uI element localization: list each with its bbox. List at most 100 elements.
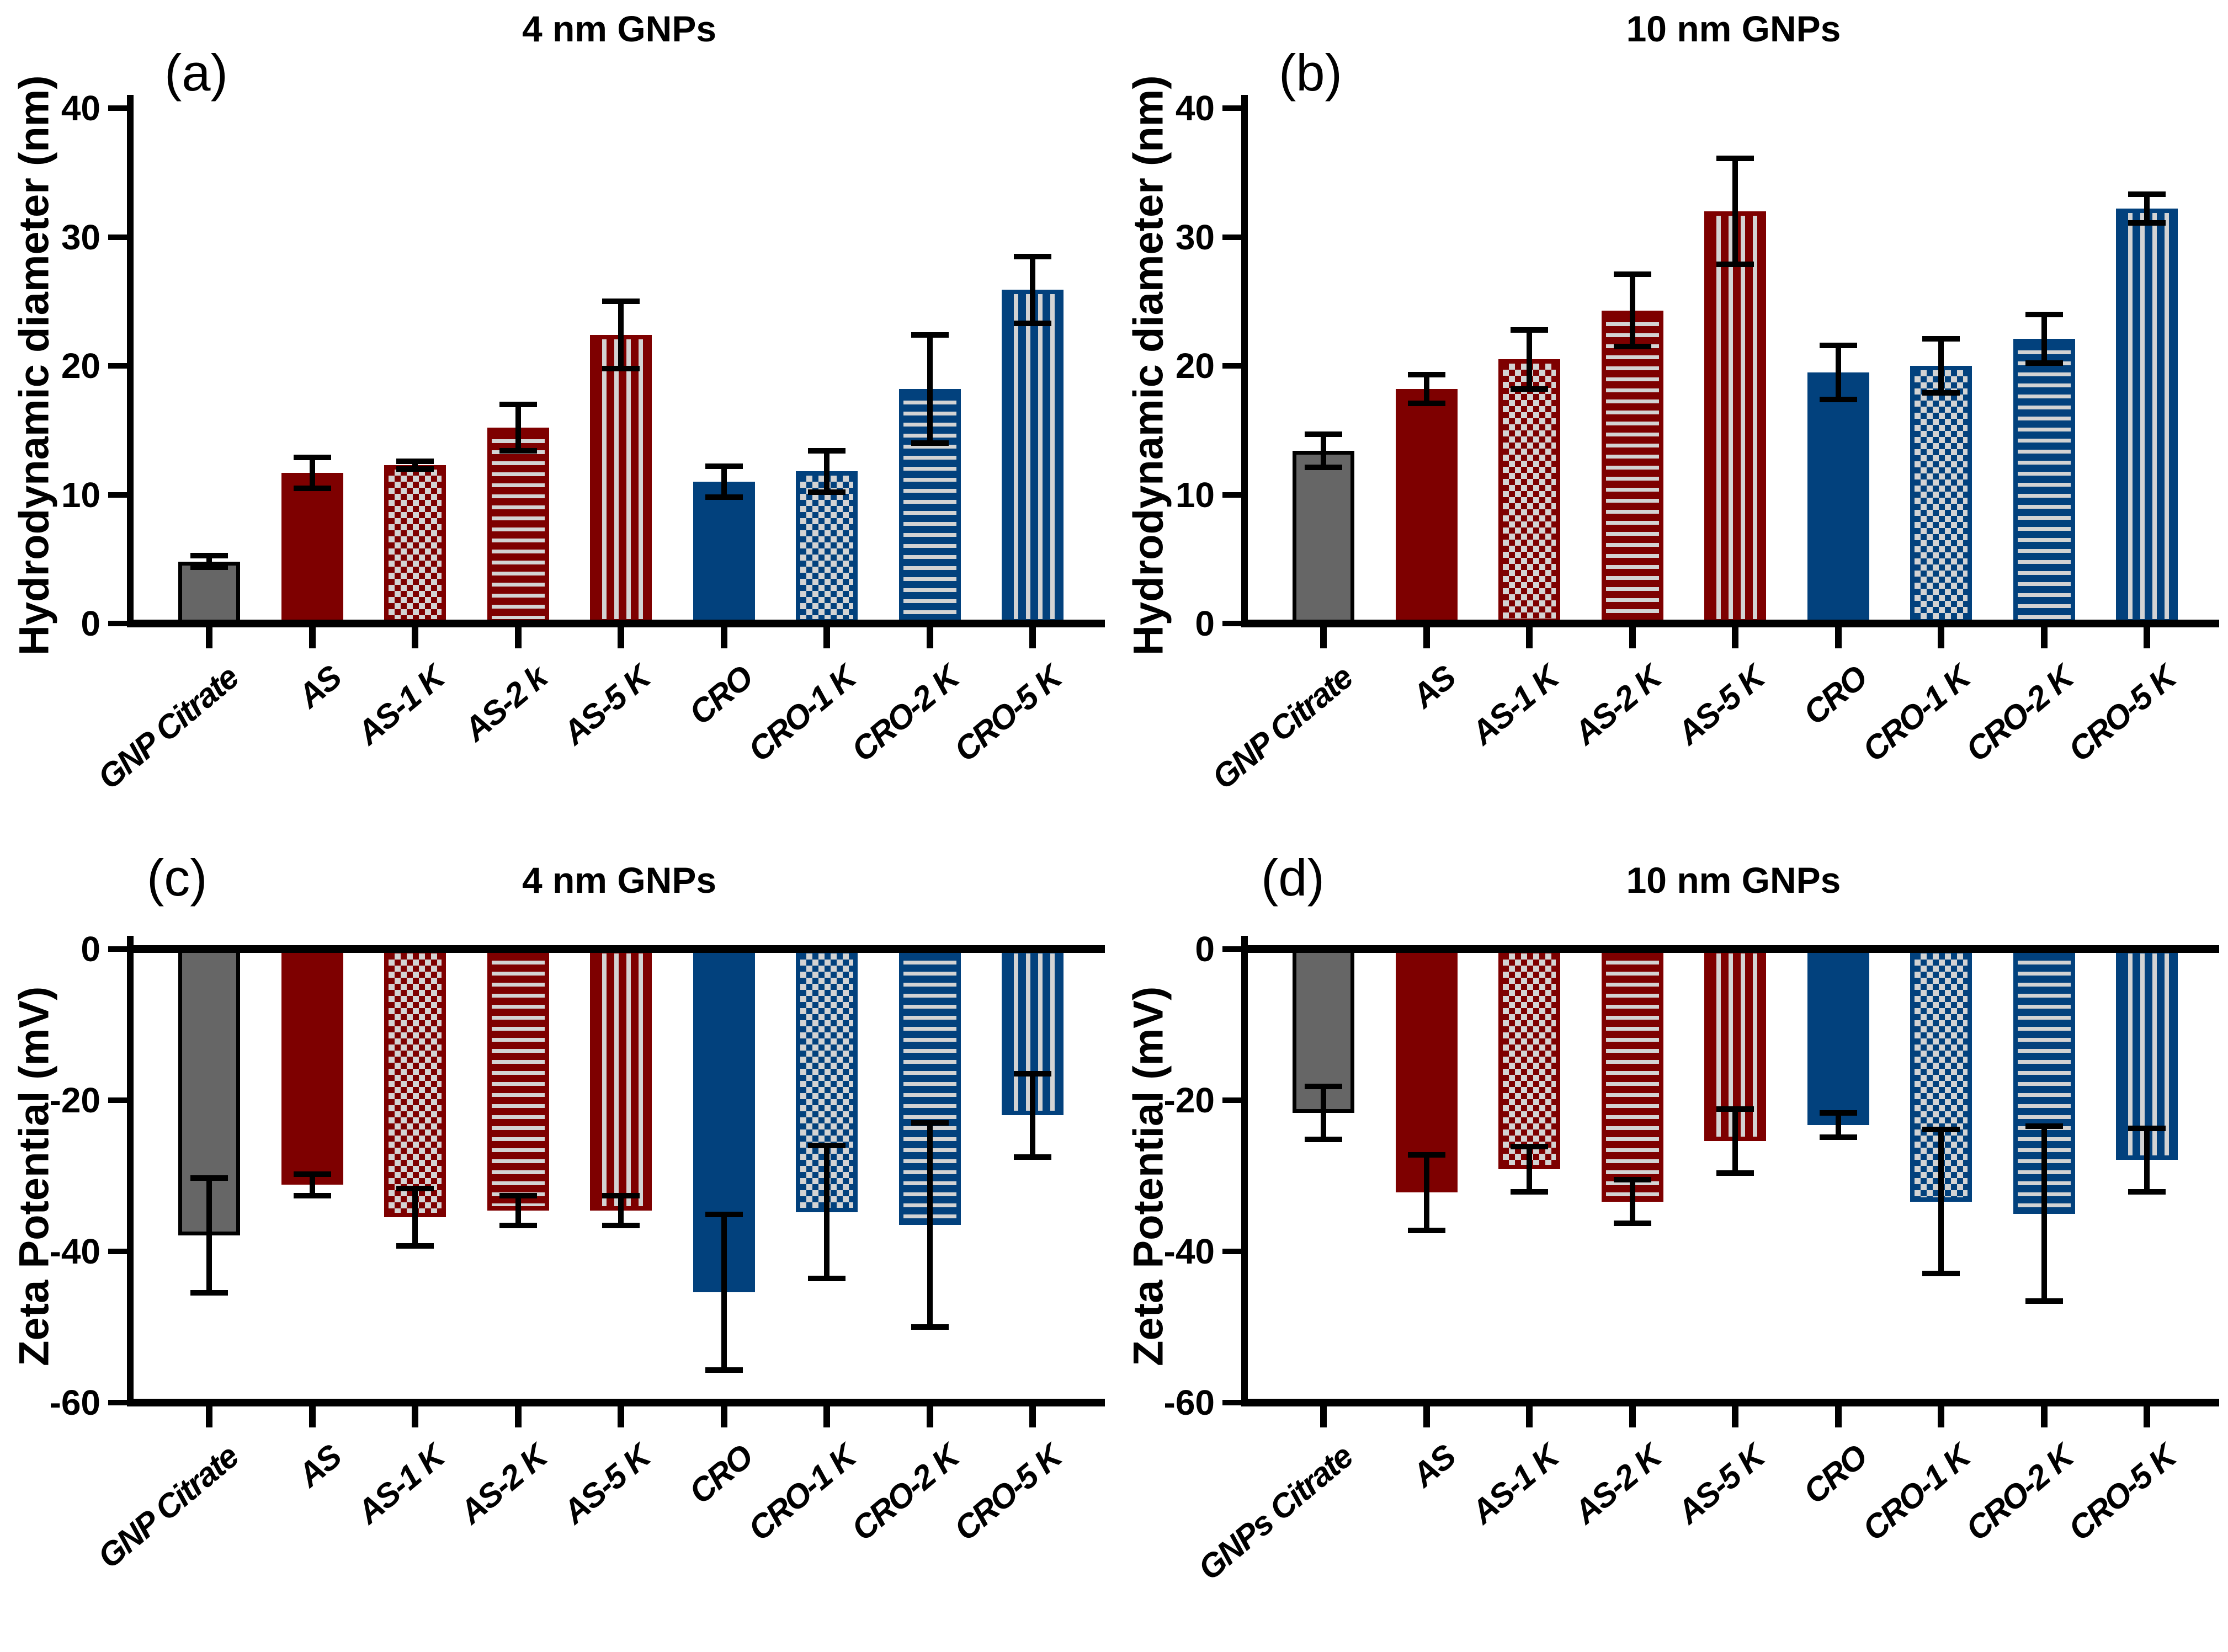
error-bar-cap-upper (1613, 271, 1651, 278)
error-bar-cap-lower (1407, 1227, 1445, 1233)
x-tick (1834, 1406, 1842, 1427)
panel-title: 10 nm GNPs (1626, 8, 1841, 49)
x-category-label: CRO-5 K (2061, 658, 2183, 769)
error-bar-line (1629, 1179, 1635, 1224)
error-bar-line (1527, 329, 1532, 390)
x-tick (1732, 1406, 1738, 1427)
x-tick (1834, 627, 1842, 648)
panel-letter: (d) (1261, 849, 1325, 907)
x-tick (823, 1406, 830, 1427)
y-axis-line (127, 95, 134, 627)
y-tick-label: -40 (49, 1232, 101, 1271)
error-bar-line (1938, 1129, 1944, 1273)
y-tick (108, 621, 127, 626)
x-category-label: AS-2 k (456, 658, 554, 749)
panel-letter: (a) (164, 44, 228, 102)
bar-AS-2 K (487, 949, 549, 1211)
x-category-label: CRO-2 K (844, 1437, 965, 1548)
x-tick (1732, 627, 1738, 648)
panel-letter: (b) (1279, 44, 1342, 102)
bottom-axis-line (127, 1399, 1105, 1406)
y-tick (1222, 621, 1241, 626)
x-tick (309, 1406, 316, 1427)
error-bar-cap-lower (602, 365, 640, 371)
error-bar-cap-upper (190, 553, 228, 559)
x-tick (823, 627, 830, 648)
x-category-label: GNP Citrate (1205, 658, 1359, 797)
x-category-label: CRO (682, 658, 759, 732)
y-tick (1222, 1097, 1241, 1103)
error-bar-cap-upper (190, 1175, 228, 1181)
error-bar-line (1835, 1113, 1841, 1138)
error-bar-cap-upper (1716, 156, 1754, 162)
error-bar-cap-lower (396, 1243, 434, 1249)
error-bar-cap-upper (1511, 327, 1548, 333)
y-tick (108, 1400, 127, 1405)
x-tick (1629, 1406, 1636, 1427)
y-tick (1222, 363, 1241, 369)
error-bar-line (1030, 256, 1035, 323)
bar-GNP Citrate (178, 561, 240, 624)
bar-CRO-2 K (2013, 338, 2075, 624)
error-bar-line (309, 457, 315, 488)
bar-AS-1 K (384, 465, 446, 624)
zero-axis-line (127, 945, 1105, 953)
y-tick-label: 0 (81, 604, 100, 643)
bar-CRO-5 K (2116, 209, 2178, 624)
y-tick (108, 1097, 127, 1103)
bar-CRO-1 K (796, 471, 858, 624)
x-category-label: CRO-2 K (1958, 658, 2080, 769)
error-bar-cap-upper (2025, 311, 2063, 317)
panel-title: 4 nm GNPs (522, 8, 717, 49)
error-bar-cap-upper (1922, 1127, 1960, 1133)
y-tick-label: -20 (49, 1080, 101, 1120)
x-category-label: AS-2 K (1567, 1437, 1668, 1531)
x-tick (1320, 627, 1327, 648)
bar-AS-2 K (1601, 310, 1663, 624)
error-bar-line (2144, 194, 2150, 223)
x-tick (1938, 627, 1944, 648)
x-tick (926, 1406, 933, 1427)
error-bar-cap-lower (2128, 220, 2166, 226)
error-bar-cap-lower (1014, 320, 1051, 326)
error-bar-line (309, 1174, 315, 1196)
error-bar-line (927, 1123, 933, 1327)
y-axis-title: Hydrodynamic diameter (nm) (10, 75, 58, 656)
error-bar-cap-upper (1407, 372, 1445, 378)
y-tick (1222, 1400, 1241, 1405)
error-bar-cap-upper (1014, 1071, 1051, 1077)
error-bar-line (515, 1195, 521, 1226)
bar-GNP Citrate (178, 949, 240, 1236)
x-tick (412, 1406, 418, 1427)
x-category-label: AS (1405, 658, 1462, 715)
error-bar-cap-lower (1613, 343, 1651, 349)
error-bar-line (412, 1189, 418, 1246)
bar-AS-1 K (1498, 949, 1560, 1169)
x-tick (618, 627, 624, 648)
error-bar-cap-lower (705, 1367, 743, 1373)
x-category-label: CRO-1 K (741, 1437, 863, 1548)
x-tick (412, 627, 418, 648)
y-tick-label: 40 (1175, 88, 1215, 128)
error-bar-cap-lower (1014, 1154, 1051, 1160)
y-tick-label: -60 (1163, 1383, 1215, 1422)
error-bar-cap-upper (911, 332, 949, 338)
x-tick (514, 1406, 522, 1427)
y-tick (1222, 946, 1241, 952)
y-tick-label: 0 (81, 929, 100, 969)
error-bar-cap-upper (602, 299, 640, 305)
error-bar-cap-lower (2128, 1189, 2166, 1195)
y-tick-label: 0 (1195, 604, 1215, 643)
error-bar-cap-upper (396, 458, 434, 464)
error-bar-cap-upper (808, 448, 846, 454)
y-axis-line (1241, 95, 1248, 627)
error-bar-line (824, 1145, 829, 1279)
error-bar-cap-lower (1819, 396, 1857, 402)
x-category-label: CRO-5 K (947, 1437, 1068, 1548)
x-tick (2144, 627, 2150, 648)
x-tick (926, 627, 933, 648)
error-bar-cap-upper (1305, 431, 1342, 437)
bar-AS-5 K (1704, 211, 1766, 624)
bar-AS-5 K (590, 334, 652, 624)
x-category-label: CRO-2 K (1958, 1437, 2080, 1548)
